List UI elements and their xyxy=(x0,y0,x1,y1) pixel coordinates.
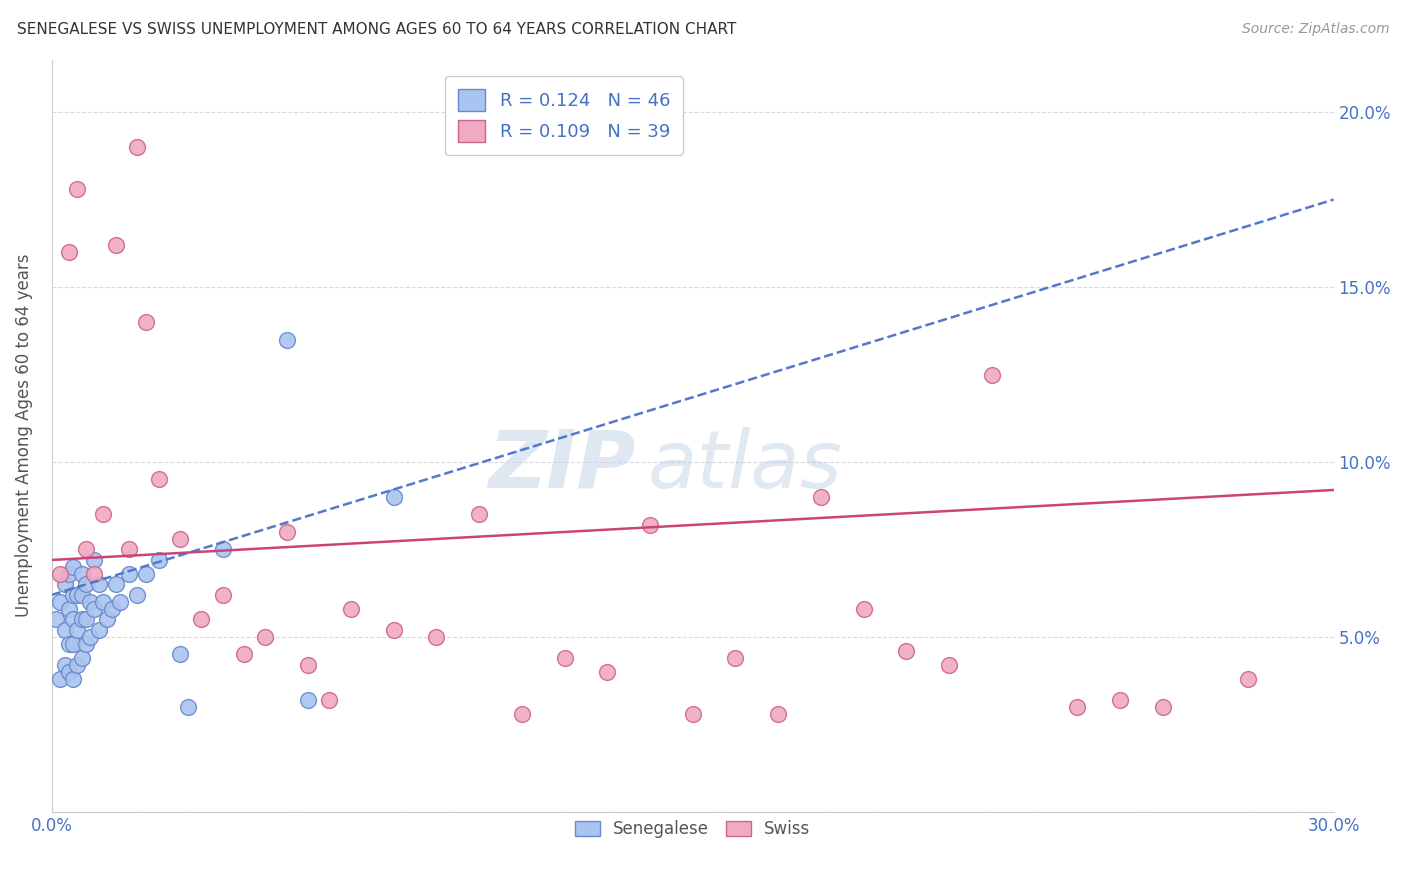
Point xyxy=(62,637,84,651)
Point xyxy=(980,368,1002,382)
Point xyxy=(254,630,277,644)
Point xyxy=(58,665,80,679)
Point xyxy=(127,588,149,602)
Point xyxy=(318,693,340,707)
Point xyxy=(1237,672,1260,686)
Point xyxy=(596,665,619,679)
Point xyxy=(58,637,80,651)
Point xyxy=(211,588,233,602)
Point xyxy=(104,577,127,591)
Text: Source: ZipAtlas.com: Source: ZipAtlas.com xyxy=(1241,22,1389,37)
Point xyxy=(724,651,747,665)
Point xyxy=(58,566,80,581)
Point xyxy=(75,612,97,626)
Point xyxy=(70,566,93,581)
Point xyxy=(510,706,533,721)
Point xyxy=(852,602,875,616)
Point xyxy=(425,630,447,644)
Point xyxy=(75,577,97,591)
Point xyxy=(49,595,72,609)
Point xyxy=(211,542,233,557)
Point xyxy=(91,508,114,522)
Text: ZIP: ZIP xyxy=(488,427,636,505)
Point xyxy=(276,333,298,347)
Point xyxy=(66,623,89,637)
Point xyxy=(276,524,298,539)
Point xyxy=(75,637,97,651)
Point xyxy=(169,532,191,546)
Point xyxy=(1109,693,1132,707)
Point xyxy=(810,490,832,504)
Text: SENEGALESE VS SWISS UNEMPLOYMENT AMONG AGES 60 TO 64 YEARS CORRELATION CHART: SENEGALESE VS SWISS UNEMPLOYMENT AMONG A… xyxy=(17,22,737,37)
Point xyxy=(297,693,319,707)
Point xyxy=(135,566,157,581)
Point xyxy=(100,602,122,616)
Point xyxy=(87,623,110,637)
Point xyxy=(177,699,200,714)
Point xyxy=(53,577,76,591)
Point xyxy=(896,644,918,658)
Point xyxy=(135,315,157,329)
Point xyxy=(53,657,76,672)
Point xyxy=(96,612,118,626)
Point xyxy=(118,542,141,557)
Point xyxy=(70,588,93,602)
Point xyxy=(45,612,67,626)
Point xyxy=(70,651,93,665)
Point xyxy=(233,648,256,662)
Point xyxy=(104,238,127,252)
Point xyxy=(66,657,89,672)
Point xyxy=(638,518,661,533)
Point xyxy=(553,651,575,665)
Point xyxy=(83,553,105,567)
Point xyxy=(62,612,84,626)
Point xyxy=(91,595,114,609)
Point xyxy=(1152,699,1174,714)
Point xyxy=(190,612,212,626)
Point xyxy=(108,595,131,609)
Y-axis label: Unemployment Among Ages 60 to 64 years: Unemployment Among Ages 60 to 64 years xyxy=(15,254,32,617)
Point xyxy=(148,553,170,567)
Point xyxy=(53,623,76,637)
Point xyxy=(75,542,97,557)
Point xyxy=(1066,699,1088,714)
Point xyxy=(682,706,704,721)
Text: atlas: atlas xyxy=(648,427,842,505)
Point xyxy=(169,648,191,662)
Point xyxy=(297,657,319,672)
Point xyxy=(766,706,789,721)
Point xyxy=(83,566,105,581)
Point xyxy=(938,657,960,672)
Point xyxy=(382,623,405,637)
Point xyxy=(83,602,105,616)
Point xyxy=(70,612,93,626)
Point xyxy=(62,588,84,602)
Point xyxy=(58,245,80,260)
Point xyxy=(49,566,72,581)
Point xyxy=(87,577,110,591)
Point xyxy=(79,595,101,609)
Point xyxy=(118,566,141,581)
Point xyxy=(58,602,80,616)
Point xyxy=(66,588,89,602)
Point xyxy=(468,508,491,522)
Point xyxy=(127,140,149,154)
Point xyxy=(148,473,170,487)
Point xyxy=(79,630,101,644)
Legend: Senegalese, Swiss: Senegalese, Swiss xyxy=(568,814,817,845)
Point xyxy=(62,672,84,686)
Point xyxy=(49,672,72,686)
Point xyxy=(62,560,84,574)
Point xyxy=(382,490,405,504)
Point xyxy=(66,182,89,196)
Point xyxy=(340,602,363,616)
